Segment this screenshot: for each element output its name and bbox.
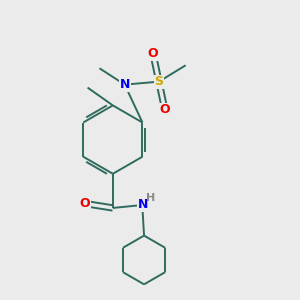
Text: O: O — [148, 47, 158, 60]
Text: S: S — [154, 75, 164, 88]
Text: H: H — [146, 194, 155, 203]
Text: N: N — [137, 199, 148, 212]
Text: O: O — [160, 103, 170, 116]
Text: O: O — [79, 197, 90, 210]
Text: N: N — [119, 78, 130, 91]
